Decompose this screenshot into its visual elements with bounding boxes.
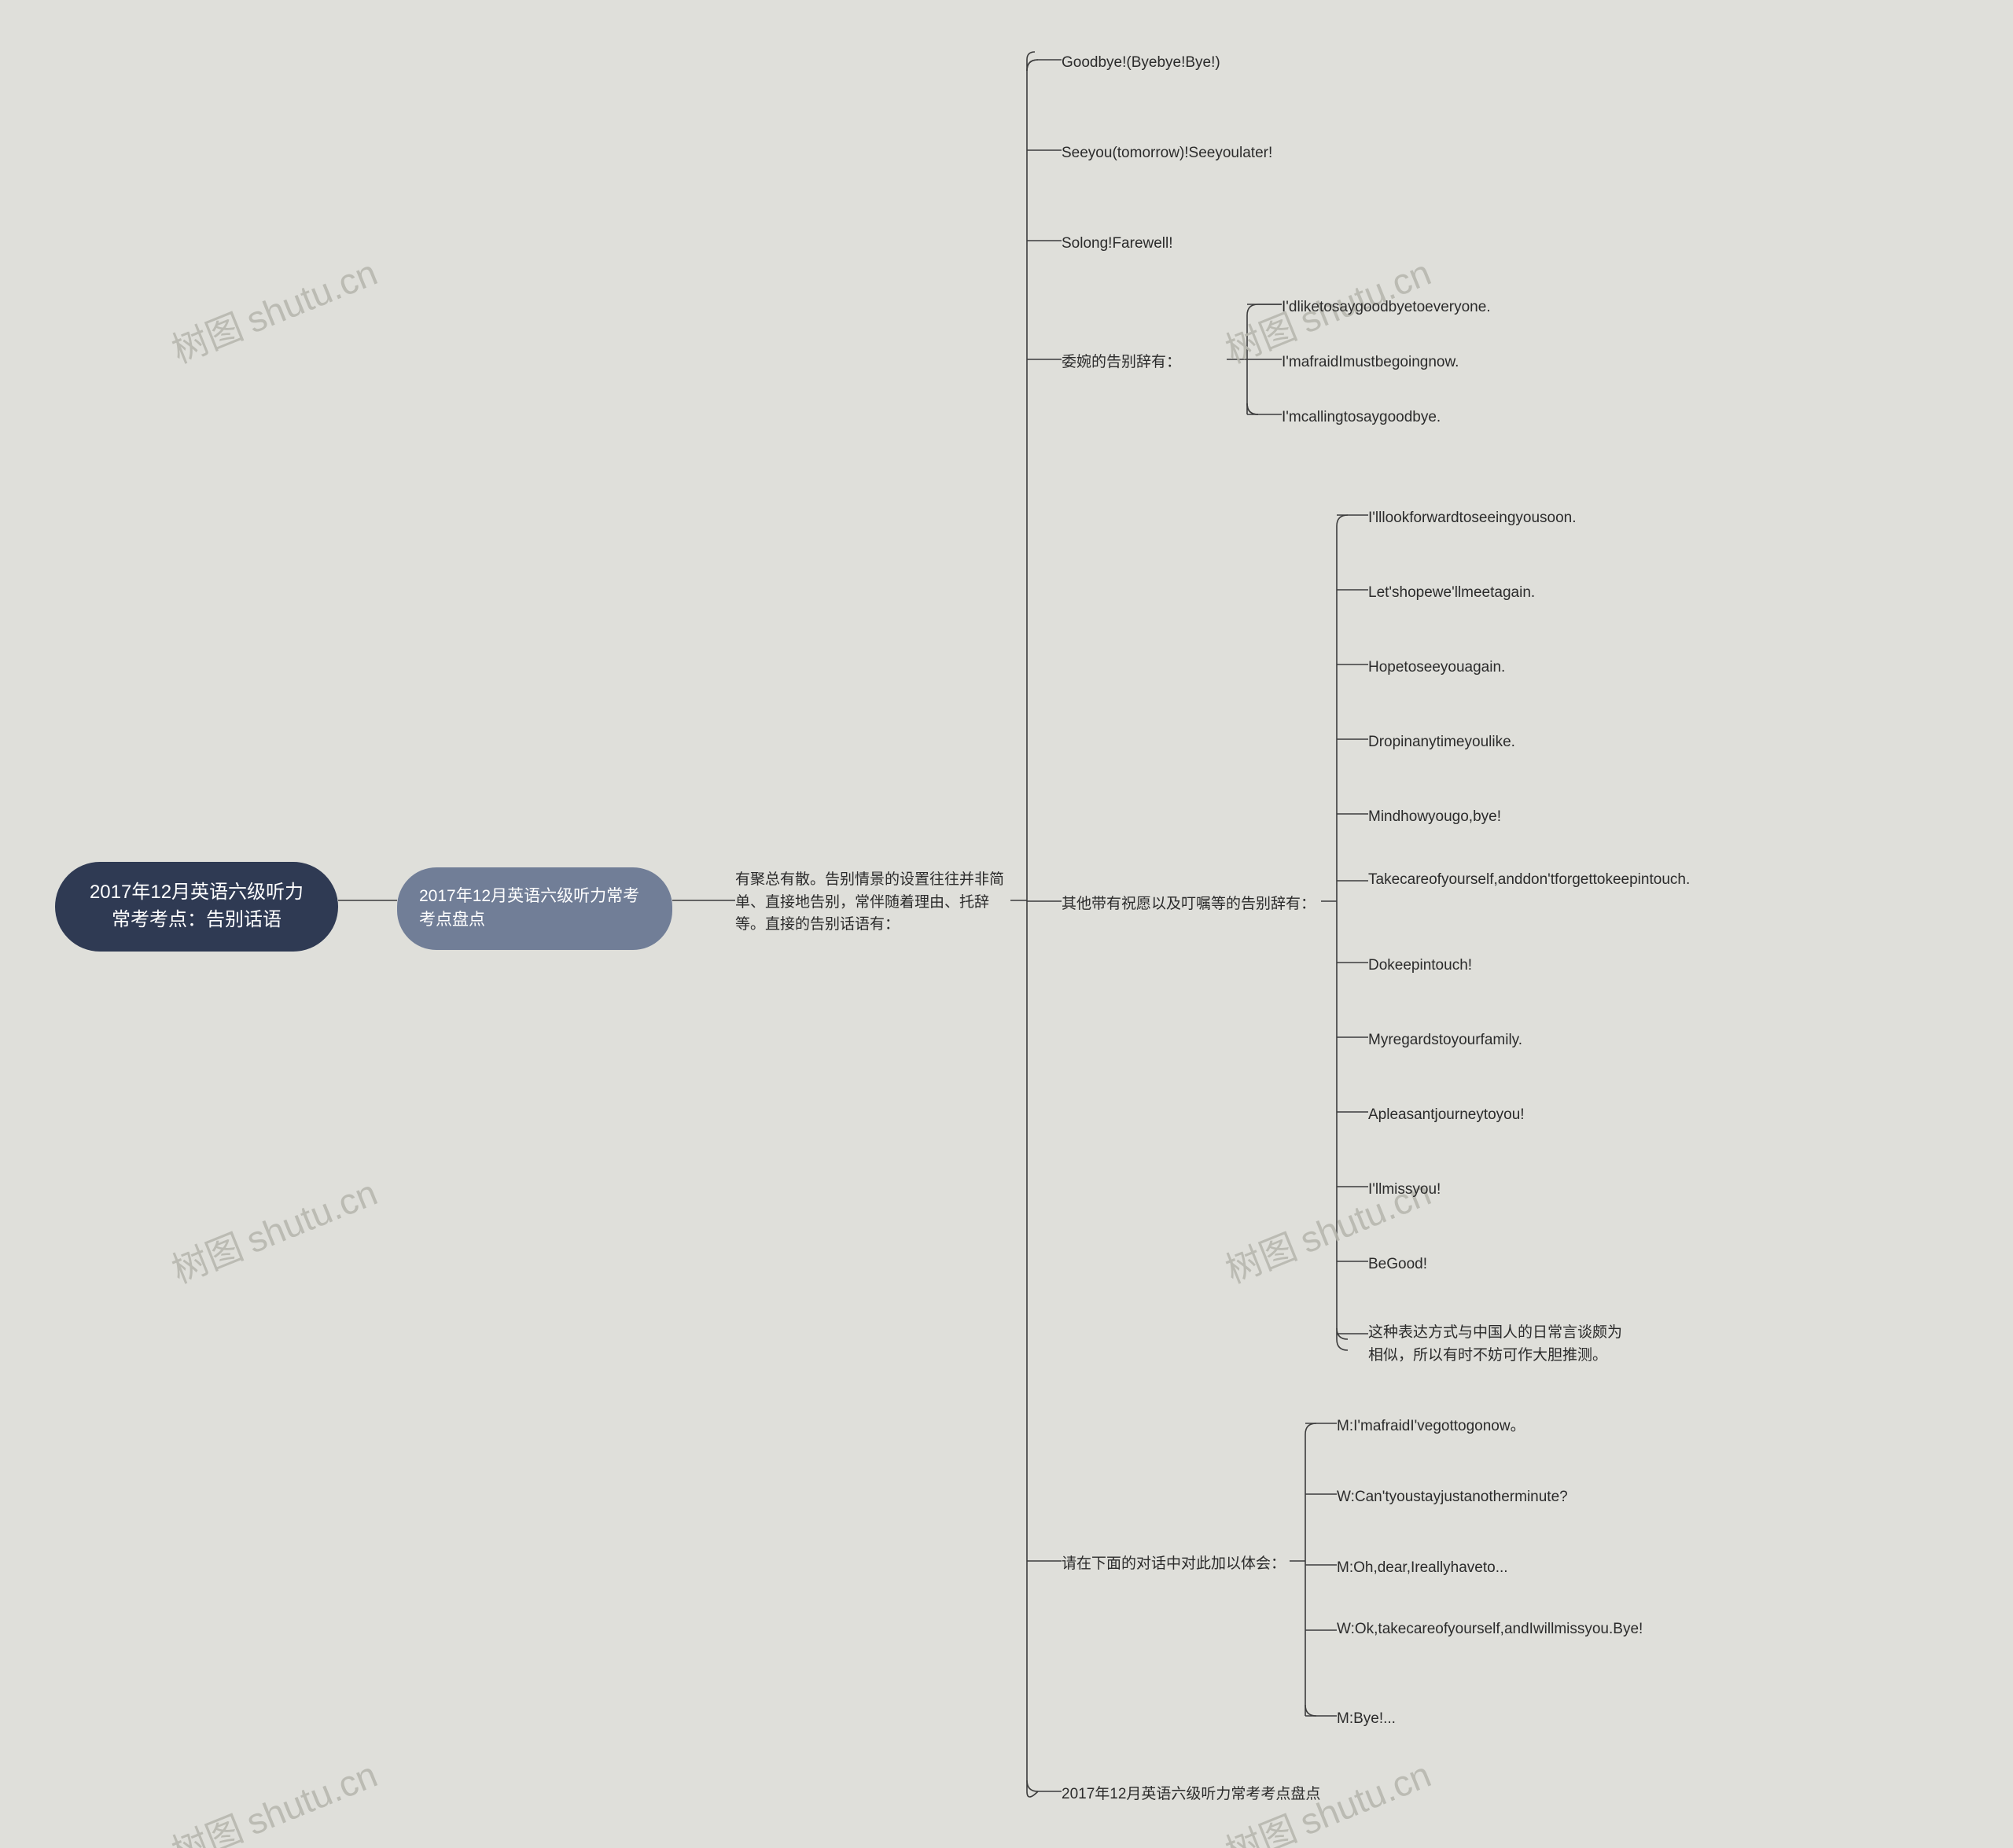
leaf-wishes-0[interactable]: I'lllookforwardtoseeingyousoon. — [1368, 507, 1628, 530]
leaf-wishes-3[interactable]: Dropinanytimeyoulike. — [1368, 731, 1628, 754]
leaf-wishes-8[interactable]: Apleasantjourneytoyou! — [1368, 1104, 1628, 1127]
leaf-dialogue-4[interactable]: M:Bye!... — [1337, 1708, 1620, 1731]
leaf-footer[interactable]: 2017年12月英语六级听力常考考点盘点 — [1062, 1784, 1376, 1806]
leaf-euphemism-0[interactable]: I'dliketosaygoodbyetoeveryone. — [1282, 296, 1565, 319]
branch-intro[interactable]: 有聚总有散。告别情景的设置往往并非简单、直接地告别，常伴随着理由、托辞等。直接的… — [735, 869, 1010, 937]
leaf-simple-1[interactable]: Seeyou(tomorrow)!Seeyoulater! — [1062, 142, 1345, 165]
watermark: 树图shutu.cn — [164, 1747, 385, 1848]
leaf-dialogue-3[interactable]: W:Ok,takecareofyourself,andIwillmissyou.… — [1337, 1618, 1620, 1641]
leaf-simple-2[interactable]: Solong!Farewell! — [1062, 233, 1345, 256]
branch-summary[interactable]: 2017年12月英语六级听力常考考点盘点 — [397, 867, 672, 950]
leaf-simple-0[interactable]: Goodbye!(Byebye!Bye!) — [1062, 52, 1345, 75]
leaf-wishes-10[interactable]: BeGood! — [1368, 1253, 1628, 1276]
leaf-dialogue-0[interactable]: M:I'mafraidI'vegottogonow。 — [1337, 1415, 1620, 1438]
leaf-wishes-11[interactable]: 这种表达方式与中国人的日常言谈颇为相似，所以有时不妨可作大胆推测。 — [1368, 1322, 1628, 1367]
branch-wishes[interactable]: 其他带有祝愿以及叮嘱等的告别辞有： — [1062, 893, 1321, 916]
leaf-wishes-5[interactable]: Takecareofyourself,anddon'tforgettokeepi… — [1368, 869, 1628, 892]
leaf-dialogue-1[interactable]: W:Can'tyoustayjustanotherminute? — [1337, 1486, 1620, 1509]
root-line1: 2017年12月英语六级听力 — [79, 879, 315, 907]
branch-intro-text: 有聚总有散。告别情景的设置往往并非简单、直接地告别，常伴随着理由、托辞等。直接的… — [735, 871, 1004, 933]
branch-dialogue[interactable]: 请在下面的对话中对此加以体会： — [1062, 1553, 1290, 1576]
leaf-wishes-2[interactable]: Hopetoseeyouagain. — [1368, 657, 1628, 679]
mindmap-canvas: 树图shutu.cn树图shutu.cn树图shutu.cn树图shutu.cn… — [0, 0, 2013, 1848]
leaf-wishes-7[interactable]: Myregardstoyourfamily. — [1368, 1029, 1628, 1052]
leaf-euphemism-1[interactable]: I'mafraidImustbegoingnow. — [1282, 352, 1565, 374]
leaf-wishes-1[interactable]: Let'shopewe'llmeetagain. — [1368, 582, 1628, 605]
branch-euphemism[interactable]: 委婉的告别辞有： — [1062, 352, 1227, 374]
branch-summary-label: 2017年12月英语六级听力常考考点盘点 — [419, 887, 639, 929]
watermark: 树图shutu.cn — [164, 1165, 385, 1294]
root-line2: 常考考点：告别话语 — [79, 907, 315, 934]
leaf-dialogue-2[interactable]: M:Oh,dear,Ireallyhaveto... — [1337, 1557, 1620, 1580]
leaf-wishes-9[interactable]: I'llmissyou! — [1368, 1179, 1628, 1202]
leaf-wishes-6[interactable]: Dokeepintouch! — [1368, 955, 1628, 977]
leaf-wishes-4[interactable]: Mindhowyougo,bye! — [1368, 806, 1628, 829]
watermark: 树图shutu.cn — [164, 245, 385, 374]
root-node[interactable]: 2017年12月英语六级听力常考考点：告别话语 — [55, 862, 338, 952]
leaf-euphemism-2[interactable]: I'mcallingtosaygoodbye. — [1282, 407, 1565, 429]
